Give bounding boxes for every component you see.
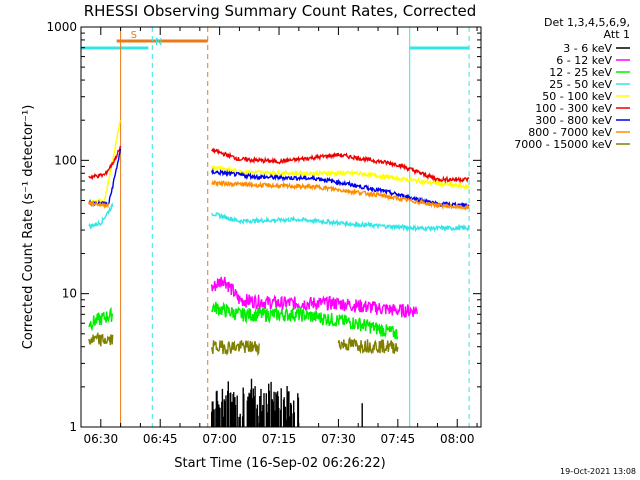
- x-axis-label: Start Time (16-Sep-02 06:26:22): [174, 456, 385, 471]
- axes: 1 10 100 1000 06:30 06:45 07:00 07:15 07:30 07:45…: [46, 20, 482, 446]
- footer-date: 19-Oct-2021 13:08: [560, 467, 636, 476]
- series-100-300keV: [88, 145, 470, 184]
- legend-label-0: 3 - 6 keV: [563, 42, 612, 55]
- series-12-25keV: [88, 301, 399, 340]
- legend-label-3: 25 - 50 keV: [549, 78, 612, 91]
- series-trace-4-1: [211, 164, 470, 191]
- plot-frame: [80, 26, 482, 428]
- legend-label-6: 300 - 800 keV: [535, 114, 612, 127]
- chart-title: RHESSI Observing Summary Count Rates, Co…: [84, 2, 477, 20]
- series-trace-8-2: [337, 336, 399, 355]
- series-trace-8-0: [88, 331, 114, 347]
- x-tick-label-5: 07:45: [381, 432, 416, 446]
- legend-label-8: 7000 - 15000 keV: [514, 138, 612, 151]
- plot-area: SN: [81, 27, 470, 427]
- series-3-6keV: [211, 378, 363, 427]
- x-tick-label-4: 07:30: [321, 432, 356, 446]
- x-tick-label-0: 06:30: [84, 432, 119, 446]
- legend-label-5: 100 - 300 keV: [535, 102, 612, 115]
- series-trace-7-1: [211, 179, 470, 211]
- series-trace-2-1: [211, 301, 399, 340]
- series-trace-0-0: [211, 378, 300, 427]
- x-tick-label-2: 07:00: [202, 432, 237, 446]
- series-trace-5-1: [211, 147, 470, 184]
- series-trace-4-0: [88, 120, 122, 206]
- y-axis-label: Corrected Count Rate (s⁻¹ detector⁻¹): [21, 105, 36, 350]
- flag-label-S: S: [131, 30, 137, 41]
- series-6-12keV: [211, 276, 418, 318]
- series-25-50keV: [88, 202, 470, 233]
- series-trace-5-0: [88, 145, 122, 181]
- legend-label-4: 50 - 100 keV: [542, 90, 612, 103]
- legend-label-2: 12 - 25 keV: [549, 66, 612, 79]
- series-trace-3-0: [88, 202, 114, 231]
- x-tick-label-1: 06:45: [143, 432, 178, 446]
- legend-header-2: Att 1: [604, 28, 630, 41]
- series-800-7000keV: [88, 179, 470, 211]
- series-trace-1-0: [211, 276, 418, 318]
- legend-label-1: 6 - 12 keV: [556, 54, 612, 67]
- series-trace-3-1: [211, 212, 470, 233]
- series-trace-6-1: [211, 167, 470, 209]
- y-tick-label-3: 1000: [46, 20, 77, 34]
- series-trace-7-0: [88, 200, 110, 210]
- y-tick-label-1: 10: [62, 287, 77, 301]
- series-trace-2-0: [88, 306, 114, 332]
- series-trace-8-1: [211, 340, 260, 357]
- y-tick-label-2: 100: [54, 153, 77, 167]
- series-7000-15000keV: [88, 331, 399, 357]
- legend-header-1: Det 1,3,4,5,6,9,: [544, 16, 630, 29]
- x-tick-label-3: 07:15: [262, 432, 297, 446]
- series-300-800keV: [88, 148, 470, 209]
- legend-label-7: 800 - 7000 keV: [528, 126, 612, 139]
- y-tick-label-0: 1: [69, 420, 77, 434]
- flag-label-N: N: [155, 37, 162, 48]
- x-tick-label-6: 08:00: [440, 432, 475, 446]
